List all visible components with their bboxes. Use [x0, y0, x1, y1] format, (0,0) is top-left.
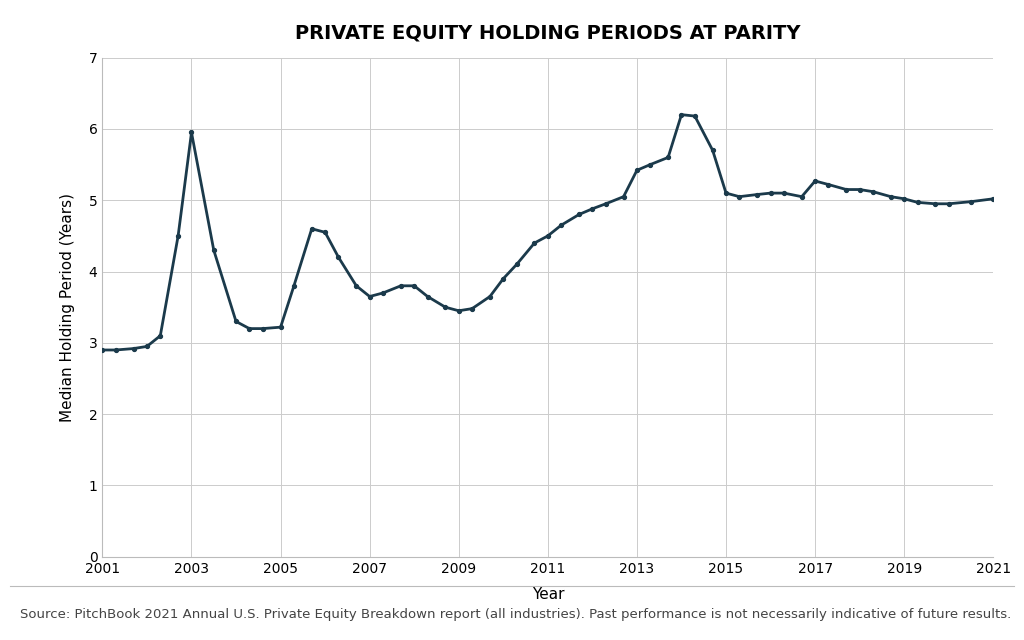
Y-axis label: Median Holding Period (Years): Median Holding Period (Years) [59, 193, 75, 422]
Text: Source: PitchBook 2021 Annual U.S. Private Equity Breakdown report (all industri: Source: PitchBook 2021 Annual U.S. Priva… [20, 608, 1012, 621]
Title: PRIVATE EQUITY HOLDING PERIODS AT PARITY: PRIVATE EQUITY HOLDING PERIODS AT PARITY [295, 23, 801, 42]
X-axis label: Year: Year [531, 587, 564, 602]
